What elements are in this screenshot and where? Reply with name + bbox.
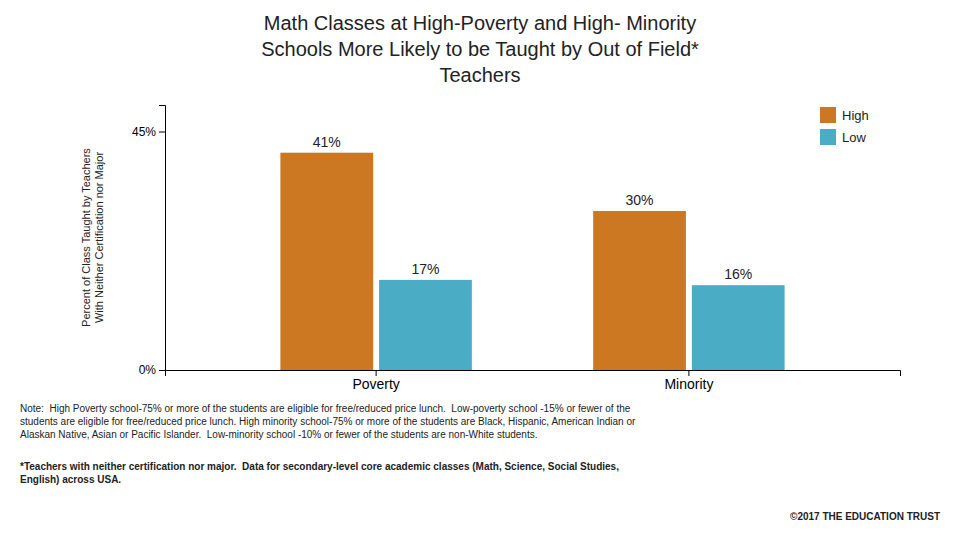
text-line: Alaskan Native, Asian or Pacific Islande… bbox=[20, 429, 537, 440]
tick: 0% bbox=[139, 363, 165, 377]
text-line: Teachers bbox=[439, 64, 520, 86]
data-label: 16% bbox=[724, 266, 752, 282]
tick: Minority bbox=[664, 370, 713, 392]
legend-label: Low bbox=[842, 130, 866, 145]
tick-label: 45% bbox=[132, 125, 156, 139]
title: Math Classes at High-Poverty and High- M… bbox=[261, 12, 699, 86]
legend-swatch bbox=[820, 107, 836, 123]
axis-line bbox=[159, 106, 166, 371]
text-line: students are eligible for free/reduced p… bbox=[20, 416, 636, 427]
text-line: ©2017 THE EDUCATION TRUST bbox=[790, 511, 940, 522]
bars bbox=[280, 153, 784, 370]
legend-item: Low bbox=[820, 129, 866, 145]
tick-label: Minority bbox=[664, 376, 713, 392]
bar bbox=[379, 280, 472, 370]
y-axis-title: Percent of Class Taught by TeachersWith … bbox=[80, 148, 105, 327]
text-line: Schools More Likely to be Taught by Out … bbox=[261, 38, 699, 60]
tick-label: 0% bbox=[139, 363, 157, 377]
data-label: 17% bbox=[411, 261, 439, 277]
text-line: Math Classes at High-Poverty and High- M… bbox=[264, 12, 696, 34]
footnote: *Teachers with neither certification nor… bbox=[20, 461, 619, 485]
x-axis: Poverty Minority bbox=[166, 370, 901, 392]
note: Note: High Poverty school-75% or more of… bbox=[20, 403, 636, 440]
tick-label: Poverty bbox=[352, 376, 399, 392]
tick-mark bbox=[159, 370, 165, 371]
chart-container: Math Classes at High-Poverty and High- M… bbox=[0, 0, 960, 540]
text-line: Note: High Poverty school-75% or more of… bbox=[20, 403, 631, 414]
text-line: *Teachers with neither certification nor… bbox=[20, 461, 619, 472]
data-label: 30% bbox=[626, 192, 654, 208]
bar bbox=[593, 211, 686, 370]
data-label: 41% bbox=[313, 134, 341, 150]
y-axis: 0% 45% bbox=[132, 106, 166, 378]
legend-swatch bbox=[820, 129, 836, 145]
legend-item: High bbox=[820, 107, 869, 123]
bar bbox=[280, 153, 373, 370]
tick: Poverty bbox=[352, 370, 399, 392]
text-line: English) across USA. bbox=[20, 474, 121, 485]
tick: 45% bbox=[132, 125, 165, 139]
text-line: With Neither Certification nor Major bbox=[93, 152, 105, 324]
tick-mark bbox=[159, 132, 165, 133]
axis-line bbox=[166, 371, 901, 377]
data-labels: 41% 30% 17% 16% bbox=[313, 134, 752, 283]
credit: ©2017 THE EDUCATION TRUST bbox=[790, 511, 940, 522]
legend-label: High bbox=[842, 108, 869, 123]
bar bbox=[692, 285, 785, 370]
chart-svg: Math Classes at High-Poverty and High- M… bbox=[0, 0, 960, 540]
text-line: Percent of Class Taught by Teachers bbox=[80, 148, 92, 327]
legend: High Low bbox=[820, 107, 869, 145]
